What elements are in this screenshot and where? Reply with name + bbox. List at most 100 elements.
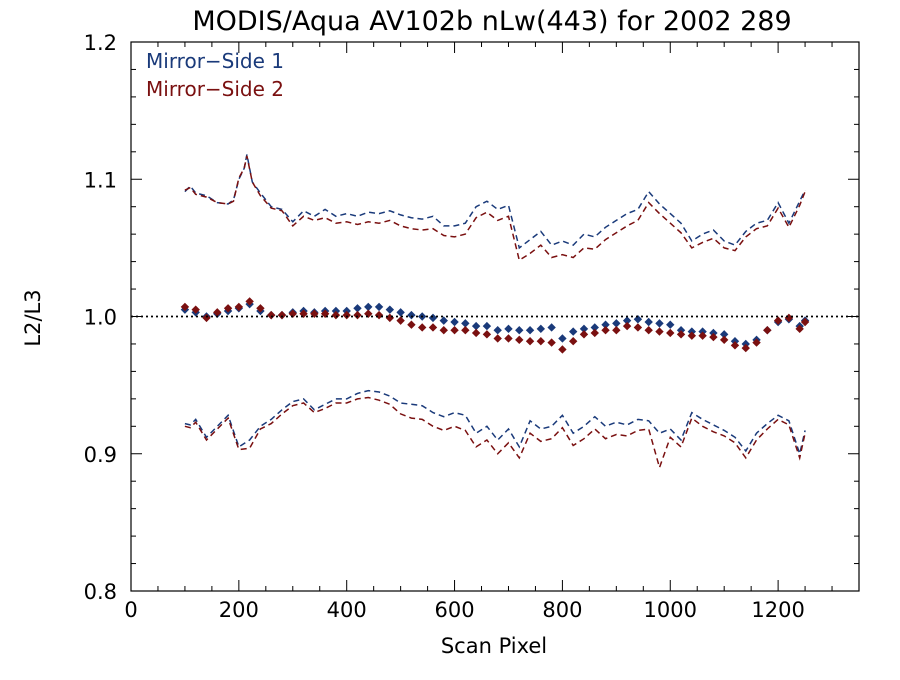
data-point [622, 316, 632, 325]
data-point [493, 334, 502, 343]
data-point [568, 327, 578, 336]
data-point [353, 304, 362, 313]
data-point [601, 320, 610, 329]
data-point [515, 326, 524, 335]
data-point [558, 334, 567, 343]
data-point [245, 297, 254, 306]
data-point [428, 323, 438, 332]
data-point [601, 326, 610, 335]
data-point [698, 331, 707, 340]
data-point [450, 317, 459, 327]
data-point [687, 331, 697, 340]
data-point [536, 324, 546, 334]
data-point [202, 313, 211, 323]
data-point [407, 310, 416, 320]
x-tick-label: 200 [219, 598, 259, 622]
data-point [666, 320, 675, 329]
axis-tick-labels: 0 200 400 600 800 1000 1200 0.8 0.9 1.0 1.1 1.2 [84, 31, 805, 622]
data-point [223, 304, 233, 313]
data-point [590, 323, 599, 332]
x-tick-label: 400 [327, 598, 367, 622]
y-axis-label: L2/L3 [21, 289, 45, 346]
data-point [396, 316, 405, 325]
data-point [730, 341, 740, 350]
y-tick-label: 0.9 [84, 443, 117, 467]
data-point [364, 302, 373, 312]
data-point [655, 319, 664, 328]
data-point [622, 321, 632, 331]
data-point [741, 343, 750, 353]
data-point [353, 310, 362, 320]
data-point [795, 324, 804, 334]
envelope-line-lower [184, 396, 806, 470]
data-point [547, 338, 556, 347]
data-point [493, 326, 502, 335]
x-tick-label: 1200 [751, 598, 804, 622]
data-point [482, 330, 492, 339]
data-point [407, 320, 416, 329]
data-point [558, 345, 567, 354]
data-point [579, 330, 589, 339]
data-point [374, 310, 384, 320]
plot-frame [130, 41, 860, 592]
x-tick-label: 600 [435, 598, 475, 622]
data-point [525, 337, 535, 346]
data-point [590, 328, 599, 338]
legend-mirror-side-2: Mirror−Side 2 [146, 77, 284, 101]
series-1-points [180, 299, 810, 349]
data-point [676, 330, 686, 339]
x-tick-label: 0 [124, 598, 137, 622]
legend-mirror-side-1: Mirror−Side 1 [146, 49, 284, 73]
data-point [385, 305, 395, 314]
data-point [633, 315, 643, 324]
plot-data-layer [180, 154, 810, 470]
data-point [633, 323, 643, 332]
data-point [396, 308, 405, 317]
x-tick-label: 800 [542, 598, 582, 622]
data-point [612, 319, 621, 328]
x-axis-label: Scan Pixel [441, 634, 547, 658]
chart-title: MODIS/Aqua AV102b nLw(443) for 2002 289 [192, 6, 791, 37]
data-point [800, 317, 810, 327]
envelope-line-lower [184, 389, 806, 457]
data-point [644, 317, 653, 327]
data-point [439, 316, 448, 325]
data-point [342, 310, 351, 320]
data-point [719, 330, 729, 339]
data-point [256, 304, 265, 313]
data-point [773, 316, 783, 325]
data-point [277, 310, 287, 320]
data-point [568, 337, 578, 346]
data-point [180, 302, 190, 312]
axis-ticks [130, 41, 860, 592]
series-2-points [180, 297, 810, 354]
y-tick-label: 1.2 [84, 31, 117, 55]
data-point [450, 326, 459, 335]
data-point [418, 323, 427, 332]
data-point [267, 310, 276, 320]
data-point [471, 321, 481, 331]
y-tick-label: 1.1 [84, 168, 117, 192]
data-point [655, 327, 664, 336]
data-point [763, 326, 772, 335]
data-point [191, 305, 200, 314]
data-point [784, 313, 794, 323]
envelope-line-upper [184, 154, 806, 250]
data-point [579, 324, 589, 334]
data-point [504, 324, 513, 334]
data-point [752, 338, 761, 347]
data-point [482, 321, 492, 331]
data-point [536, 337, 546, 346]
data-point [234, 302, 244, 312]
data-point [644, 326, 653, 335]
data-point [439, 326, 448, 335]
data-point [461, 326, 470, 335]
envelope-line-upper [184, 155, 806, 262]
data-point [709, 332, 718, 342]
data-point [288, 309, 297, 318]
data-point [525, 326, 535, 335]
data-point [385, 313, 395, 323]
y-tick-label: 0.8 [84, 580, 117, 604]
